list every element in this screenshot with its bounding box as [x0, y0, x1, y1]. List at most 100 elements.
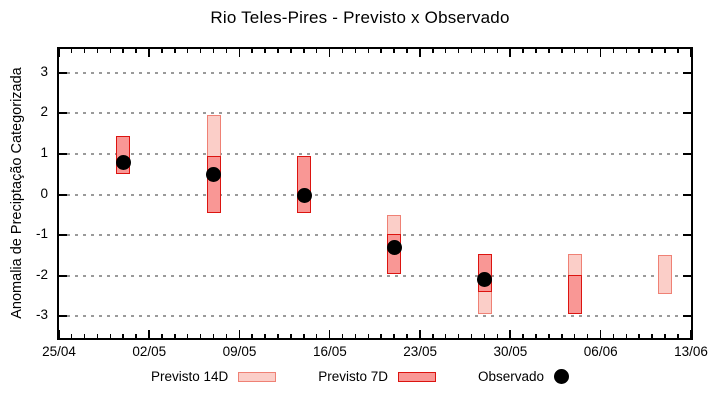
x-tick-minor [199, 49, 202, 53]
x-tick-minor [174, 334, 176, 338]
x-tick-major [58, 330, 60, 338]
y-tick-left [59, 112, 67, 115]
x-tick-minor [70, 334, 73, 338]
y-tick-left [59, 274, 67, 277]
x-tick-minor [483, 334, 486, 338]
y-tick-right [683, 112, 691, 115]
x-tick-minor [96, 49, 99, 53]
x-tick-minor [522, 334, 524, 338]
x-tick-minor [548, 334, 550, 338]
bar-previsto-7d [567, 274, 582, 314]
x-tick-minor [251, 334, 253, 338]
x-tick-minor [406, 49, 408, 53]
x-tick-minor [535, 334, 537, 338]
grid-line [59, 193, 691, 196]
x-tick-minor [186, 49, 189, 53]
x-tick-minor [83, 334, 86, 338]
bar-previsto-7d [206, 155, 221, 213]
x-tick-minor [457, 334, 460, 338]
x-tick-minor [548, 49, 550, 53]
x-tick-minor [212, 334, 215, 338]
chart-title: Rio Teles-Pires - Previsto x Observado [210, 8, 510, 27]
x-tick-minor [341, 49, 344, 53]
x-tick-minor [561, 49, 563, 53]
x-tick-minor [315, 49, 318, 53]
legend-swatch-previsto-7d [398, 371, 437, 382]
x-tick-minor [573, 334, 576, 338]
x-tick-minor [586, 49, 589, 53]
x-tick-minor [225, 49, 228, 53]
grid-line [59, 71, 691, 74]
x-tick-major [58, 49, 60, 57]
x-tick-label: 02/05 [132, 344, 167, 359]
grid-line [59, 234, 691, 237]
x-tick-minor [432, 334, 434, 338]
x-tick-minor [109, 49, 112, 53]
x-tick-minor [496, 334, 499, 338]
y-tick-left [59, 71, 67, 74]
x-tick-minor [303, 49, 305, 53]
x-tick-minor [625, 334, 627, 338]
grid-line [59, 274, 691, 277]
x-tick-minor [251, 49, 253, 53]
x-tick-label: 09/05 [222, 344, 257, 359]
x-tick-minor [496, 49, 499, 53]
x-tick-minor [444, 49, 447, 53]
x-tick-major [509, 330, 511, 338]
x-tick-label: 16/05 [312, 344, 347, 359]
x-tick-major [148, 49, 150, 57]
x-tick-major [328, 49, 331, 57]
x-tick-major [509, 49, 511, 57]
y-tick-right [683, 71, 691, 74]
x-tick-minor [677, 334, 679, 338]
x-tick-minor [303, 334, 305, 338]
y-tick-right [683, 315, 691, 318]
x-tick-minor [277, 334, 279, 338]
x-tick-minor [444, 334, 447, 338]
x-tick-minor [212, 49, 215, 53]
x-tick-minor [83, 49, 86, 53]
x-tick-minor [483, 49, 486, 53]
x-tick-label: 13/06 [674, 344, 708, 359]
observed-dot [296, 187, 312, 203]
x-tick-major [599, 49, 602, 57]
x-tick-minor [380, 334, 382, 338]
x-tick-major [238, 49, 241, 57]
x-tick-minor [367, 49, 370, 53]
x-tick-minor [432, 49, 434, 53]
x-tick-major [419, 49, 421, 57]
legend-label-previsto-14d: Previsto 14D [150, 369, 229, 384]
x-tick-label: 25/04 [42, 344, 76, 359]
y-tick-left [59, 234, 67, 237]
legend-item-previsto-14d: Previsto 14D [150, 369, 277, 384]
x-tick-minor [225, 334, 228, 338]
x-tick-minor [651, 49, 653, 53]
x-tick-minor [122, 334, 124, 338]
x-tick-minor [393, 49, 395, 53]
x-tick-minor [290, 49, 292, 53]
y-tick-label: -2 [35, 266, 48, 282]
y-tick-right [683, 234, 691, 237]
observed-dot [115, 155, 131, 171]
x-tick-major [148, 330, 150, 338]
y-tick-label: 3 [40, 63, 48, 79]
x-tick-major [690, 330, 692, 338]
y-tick-label: 0 [40, 185, 48, 201]
x-tick-minor [573, 49, 576, 53]
observed-dot [386, 239, 402, 255]
legend-item-previsto-7d: Previsto 7D [318, 369, 437, 384]
x-tick-major [599, 330, 602, 338]
x-tick-minor [186, 334, 189, 338]
bar-previsto-7d [297, 155, 312, 213]
x-tick-minor [612, 49, 615, 53]
x-tick-minor [96, 334, 99, 338]
bar-previsto-14d [658, 255, 673, 295]
legend-label-observado: Observado [478, 369, 545, 384]
x-tick-minor [354, 49, 357, 53]
x-tick-label: 23/05 [403, 344, 438, 359]
y-tick-left [59, 152, 67, 155]
legend-label-previsto-7d: Previsto 7D [318, 369, 389, 384]
x-tick-minor [174, 49, 176, 53]
x-tick-label: 06/06 [583, 344, 618, 359]
